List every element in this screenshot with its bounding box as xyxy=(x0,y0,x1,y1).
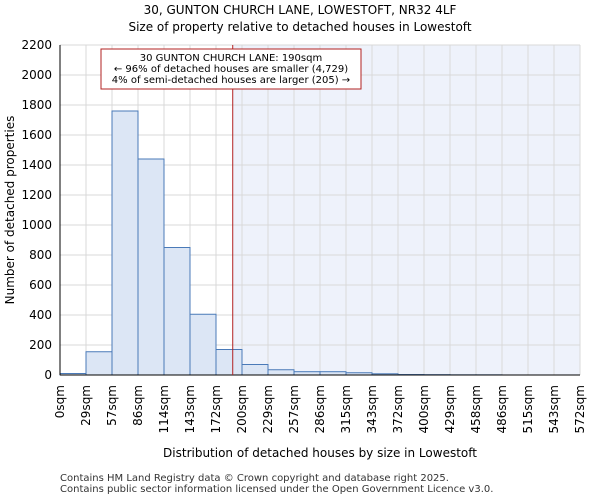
y-tick-label: 1800 xyxy=(21,98,52,112)
histogram-bar xyxy=(189,313,217,376)
x-tick-label: 515sqm xyxy=(521,385,535,433)
footer-copyright: Contains HM Land Registry data © Crown c… xyxy=(60,473,449,484)
x-tick-label: 86sqm xyxy=(131,385,145,426)
x-tick-label: 257sqm xyxy=(287,385,301,433)
histogram-bar xyxy=(163,247,191,376)
histogram-bar xyxy=(267,369,295,376)
y-tick-label: 0 xyxy=(44,368,52,382)
y-tick-label: 600 xyxy=(29,278,52,292)
chart-title-address: 30, GUNTON CHURCH LANE, LOWESTOFT, NR32 … xyxy=(143,3,457,17)
highlight-region xyxy=(232,45,580,375)
x-tick-label: 172sqm xyxy=(209,385,223,433)
y-tick-label: 200 xyxy=(29,338,52,352)
x-tick-label: 143sqm xyxy=(183,385,197,433)
chart-subtitle: Size of property relative to detached ho… xyxy=(128,20,472,34)
y-tick-label: 2000 xyxy=(21,68,52,82)
x-tick-label: 29sqm xyxy=(79,385,93,426)
x-tick-label: 400sqm xyxy=(417,385,431,433)
x-tick-label: 57sqm xyxy=(105,385,119,426)
histogram-bar xyxy=(215,349,243,376)
y-tick-label: 1000 xyxy=(21,218,52,232)
annotation-text: ← 96% of detached houses are smaller (4,… xyxy=(114,64,348,75)
y-tick-label: 1200 xyxy=(21,188,52,202)
histogram-bar xyxy=(137,158,165,376)
y-tick-label: 1400 xyxy=(21,158,52,172)
x-tick-label: 543sqm xyxy=(547,385,561,433)
x-tick-label: 286sqm xyxy=(313,385,327,433)
y-tick-label: 400 xyxy=(29,308,52,322)
x-tick-label: 372sqm xyxy=(391,385,405,433)
x-tick-label: 343sqm xyxy=(365,385,379,433)
histogram-bar xyxy=(85,351,113,376)
x-tick-label: 114sqm xyxy=(157,385,171,433)
footer-licence: Contains public sector information licen… xyxy=(60,484,494,495)
y-tick-label: 2200 xyxy=(21,38,52,52)
x-tick-label: 0sqm xyxy=(53,385,67,418)
x-tick-label: 486sqm xyxy=(495,385,509,433)
y-tick-label: 800 xyxy=(29,248,52,262)
x-tick-label: 429sqm xyxy=(443,385,457,433)
annotation-text: 30 GUNTON CHURCH LANE: 190sqm xyxy=(140,53,322,64)
annotation-text: 4% of semi-detached houses are larger (2… xyxy=(112,75,350,86)
x-tick-label: 458sqm xyxy=(469,385,483,433)
y-axis-title: Number of detached properties xyxy=(3,116,17,305)
annotation-box xyxy=(100,48,362,90)
x-tick-label: 315sqm xyxy=(339,385,353,433)
x-axis-title: Distribution of detached houses by size … xyxy=(163,446,477,460)
x-tick-label: 572sqm xyxy=(573,385,587,433)
y-tick-label: 1600 xyxy=(21,128,52,142)
histogram-chart: 0 200 400 600 800 1000 1200 1400 1600 1800 2000 220… xyxy=(3,38,587,460)
x-tick-label: 200sqm xyxy=(235,385,249,433)
x-tick-label: 229sqm xyxy=(261,385,275,433)
histogram-bar xyxy=(241,364,269,376)
histogram-bar xyxy=(111,110,139,376)
